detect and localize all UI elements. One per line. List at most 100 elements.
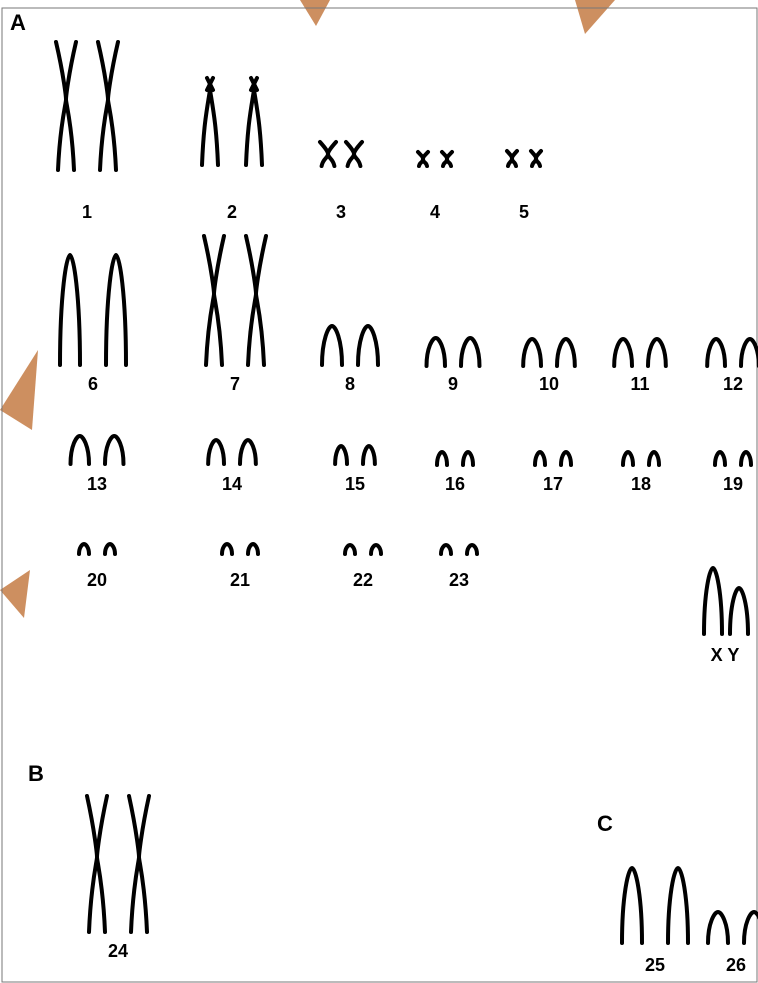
chromosome-pair-26 <box>706 910 758 945</box>
chromatid-left-arm-right <box>208 88 220 167</box>
chromatid-right <box>742 910 758 945</box>
chromatid-right-strand-right <box>254 234 268 367</box>
chromatid-left <box>320 324 344 367</box>
chromatid-left <box>521 337 543 368</box>
chromosome-pair-11 <box>612 337 668 368</box>
chromatid-left <box>713 450 727 467</box>
chromatid-left <box>706 910 730 945</box>
chromatid-left <box>200 76 220 167</box>
chromosome-pair-4 <box>416 150 454 168</box>
chromosome-label-7: 7 <box>230 374 240 394</box>
chromatid-right <box>356 324 380 367</box>
chromatid-right-arm-right <box>252 88 264 167</box>
chromosome-pair-21 <box>220 542 260 556</box>
panel-label-c: C <box>597 811 613 836</box>
chromosome-pair-1 <box>54 40 120 172</box>
chromosome-label-21: 21 <box>230 570 250 590</box>
chromatid-left <box>505 149 519 168</box>
chromatid-left-strand-right <box>421 150 430 168</box>
chromosome-label-13: 13 <box>87 474 107 494</box>
chromatid-right <box>103 434 126 466</box>
chromatid-left <box>206 438 226 466</box>
chromatid-left <box>416 150 430 168</box>
chromatid-left-strand-left <box>202 234 216 367</box>
chromatid-left <box>77 542 91 556</box>
chromatid-left <box>612 337 634 368</box>
chromatid-right <box>440 150 454 168</box>
chromatid-right <box>559 450 573 467</box>
chromosome-pair-22 <box>343 543 383 556</box>
chromosome-label-16: 16 <box>445 474 465 494</box>
chromosome-label-12: 12 <box>723 374 743 394</box>
chromatid-right-strand-right <box>445 150 454 168</box>
chromatid-left <box>318 140 338 168</box>
chromatid-left <box>343 543 357 556</box>
chromatid-right <box>361 444 377 466</box>
chromatid-left <box>424 336 447 368</box>
chromatid-right-strand-right <box>106 40 120 172</box>
chromatid-right-strand-left <box>127 794 141 934</box>
chromosome-pair-8 <box>320 324 380 367</box>
chromosome-label-1: 1 <box>82 202 92 222</box>
chromosome-pair-19 <box>713 450 753 467</box>
chromatid-right <box>244 234 268 367</box>
chromatid-right <box>96 40 120 172</box>
chromosome-label-19: 19 <box>723 474 743 494</box>
chromatid-left <box>620 866 644 945</box>
chromosome-label-14: 14 <box>222 474 242 494</box>
chromatid-left-strand-right <box>510 149 519 168</box>
chromosome-label-20: 20 <box>87 570 107 590</box>
chromatid-right-tip-b <box>249 76 259 92</box>
chromosome-label-18: 18 <box>631 474 651 494</box>
chromatid-left <box>439 543 453 556</box>
chromatid-right <box>238 438 258 466</box>
chromatid-right <box>647 450 661 467</box>
chromatid-right <box>465 543 479 556</box>
chromosome-label-6: 6 <box>88 374 98 394</box>
chromosome-pair-25 <box>620 866 690 945</box>
chromatid-right-strand-right <box>352 140 364 168</box>
chromatid-right <box>459 336 482 368</box>
chromosome-label-24: 24 <box>108 941 128 961</box>
chromatid-left <box>54 40 78 172</box>
chromatid-right <box>529 149 543 168</box>
panel-label-a: A <box>10 10 26 35</box>
chromosome-y <box>728 586 750 636</box>
chromosome-label-25: 25 <box>645 955 665 975</box>
chromosome-label-11: 11 <box>630 374 649 394</box>
chromatid-right <box>246 542 260 556</box>
chromatid-left <box>220 542 234 556</box>
chromatid-left-strand-right <box>64 40 78 172</box>
chromatid-left-strand-right <box>326 140 338 168</box>
chromatid-right <box>739 450 753 467</box>
chromosome-pair-15 <box>333 444 377 466</box>
chromosome-label-2: 2 <box>227 202 237 222</box>
chromosome-pair-24 <box>85 794 151 934</box>
chromatid-right <box>461 450 475 467</box>
chromosome-x <box>702 566 724 636</box>
watermark <box>0 0 615 618</box>
chromatid-right <box>555 337 577 368</box>
chromosome-pair-12 <box>705 337 758 368</box>
chromosome-label-3: 3 <box>336 202 346 222</box>
chromosome-label-4: 4 <box>430 202 440 222</box>
chromosome-label-26: 26 <box>726 955 746 975</box>
chromatid-right-strand-right <box>534 149 543 168</box>
chromatid-right <box>127 794 151 934</box>
figure-frame <box>1 7 758 983</box>
chromatid-left <box>202 234 226 367</box>
chromosome-label-5: 5 <box>519 202 529 222</box>
chromatid-left-strand-left <box>85 794 99 934</box>
chromatid-right <box>344 140 364 168</box>
chromatid-right-arm-left <box>244 88 256 167</box>
chromosome-pair-XY <box>702 566 750 636</box>
chromosome-label-23: 23 <box>449 570 469 590</box>
chromosome-pair-14 <box>206 438 258 466</box>
chromatid-left <box>435 450 449 467</box>
chromosome-pair-5 <box>505 149 543 168</box>
chromatid-right <box>739 337 758 368</box>
chromatid-left <box>333 444 349 466</box>
chromosome-pair-16 <box>435 450 475 467</box>
